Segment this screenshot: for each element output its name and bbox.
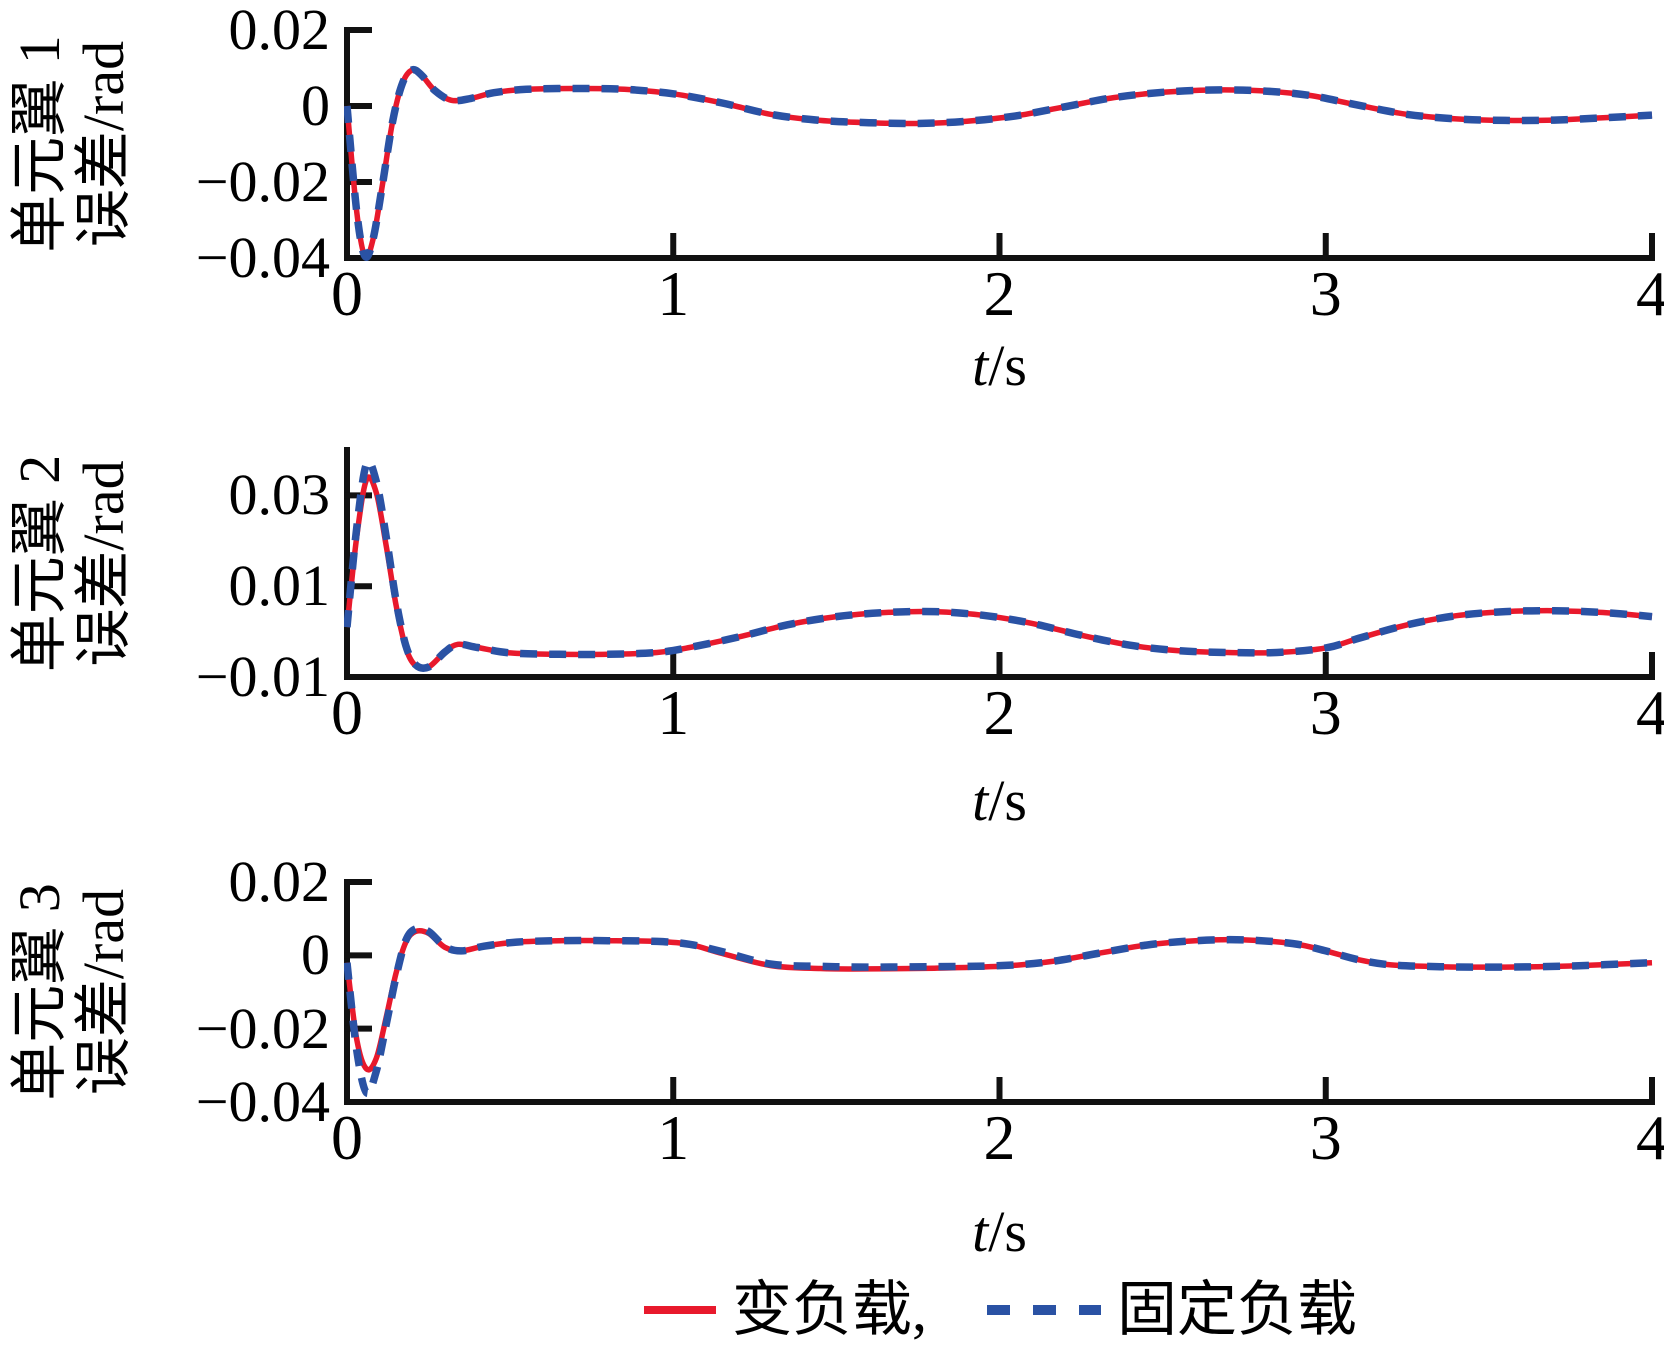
subplot-wing3: 单元翼 3 误差/rad t/s 0.02 0 −0.02 −0.04 0 1 2 3 4 (0, 849, 1664, 1264)
x-tick-label: 4 (1636, 677, 1664, 748)
plot-canvas-wing2 (344, 447, 1655, 680)
plot-canvas-wing1 (344, 27, 1655, 261)
x-axis-variable: t (972, 768, 989, 833)
series-group (344, 457, 1653, 672)
x-tick-label: 2 (983, 677, 1016, 748)
variable-load-line (344, 927, 1653, 1073)
x-tick-label: 3 (1309, 258, 1342, 329)
axes (344, 879, 1655, 1105)
fixed-load-line (344, 65, 1653, 261)
y-tick-label: 0.01 (228, 553, 331, 619)
series-group (344, 924, 1653, 1098)
y-axis-title-line1: 单元翼 3 (7, 883, 72, 1101)
y-tick-label: −0.02 (195, 149, 330, 214)
y-axis-title-line1: 单元翼 2 (7, 454, 72, 673)
x-axis-title: t/s (347, 334, 1652, 398)
axes (344, 27, 1655, 261)
y-tick-label: −0.04 (195, 1069, 330, 1134)
subplot-wing1: 单元翼 1 误差/rad t/s 0.02 0 −0.02 −0.04 0 1 2 3 4 (0, 0, 1664, 420)
y-tick-label: −0.02 (195, 995, 330, 1061)
x-axis-variable: t (972, 1199, 989, 1264)
x-tick-label: 2 (983, 258, 1016, 329)
x-axis-unit: /s (988, 768, 1027, 833)
y-tick-label: −0.01 (195, 644, 330, 709)
y-axis-title-line1: 单元翼 1 (7, 35, 72, 253)
legend-label-variable-load: 变负载, (732, 1276, 927, 1343)
series-group (344, 65, 1653, 261)
x-tick-label: 1 (657, 1102, 690, 1173)
plot-canvas-wing3 (344, 879, 1655, 1105)
x-tick-label: 4 (1636, 1102, 1664, 1173)
x-axis-unit: /s (988, 333, 1027, 398)
legend-label-fixed-load: 固定负载 (1117, 1276, 1357, 1343)
x-tick-label: 0 (331, 1102, 363, 1173)
x-axis-unit: /s (988, 1199, 1027, 1264)
variable-load-line (344, 66, 1653, 260)
legend: 变负载, 固定负载 (347, 1262, 1652, 1357)
x-tick-label: 4 (1636, 258, 1664, 329)
x-tick-label: 1 (657, 677, 690, 748)
fixed-load-line (344, 457, 1653, 672)
y-tick-label: 0 (301, 73, 330, 138)
axes (344, 447, 1655, 680)
variable-load-line (344, 474, 1653, 672)
subplot-wing2: 单元翼 2 误差/rad t/s 0.03 0.01 −0.01 0 1 2 3 4 (0, 420, 1664, 852)
x-tick-label: 0 (331, 677, 363, 748)
legend-item-fixed-load: 固定负载 (985, 1270, 1357, 1350)
y-tick-label: 0.02 (228, 849, 331, 914)
y-tick-label: 0 (301, 922, 330, 988)
x-axis-title: t/s (347, 1200, 1652, 1264)
y-tick-label: 0.02 (228, 0, 331, 62)
x-tick-label: 2 (983, 1102, 1016, 1173)
legend-item-variable-load: 变负载, (642, 1270, 927, 1350)
fixed-load-line (344, 924, 1653, 1098)
variable-load-line-swatch (644, 1305, 716, 1314)
fixed-load-line-swatch (987, 1304, 1101, 1315)
y-tick-label: 0.03 (228, 462, 331, 528)
x-tick-label: 3 (1309, 677, 1342, 748)
x-axis-title: t/s (347, 769, 1652, 833)
x-tick-label: 0 (331, 258, 363, 329)
y-tick-label: −0.04 (195, 225, 330, 290)
x-tick-label: 1 (657, 258, 690, 329)
x-tick-label: 3 (1309, 1102, 1342, 1173)
x-axis-variable: t (972, 333, 989, 398)
